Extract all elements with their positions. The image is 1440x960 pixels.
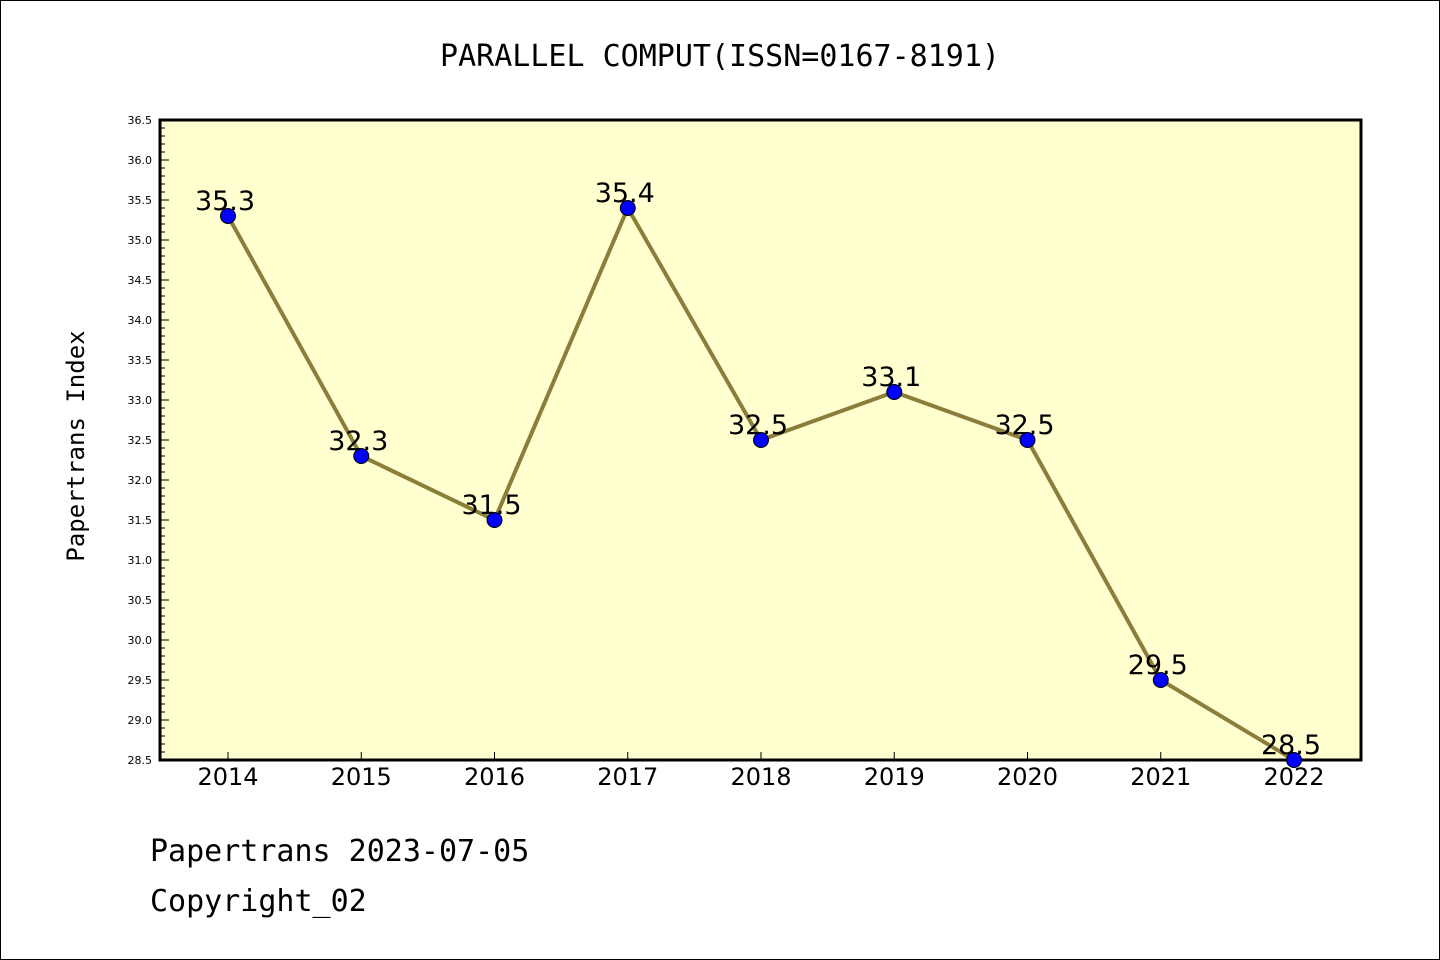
- x-tick-label: 2019: [864, 763, 925, 791]
- data-point: [220, 208, 236, 224]
- y-tick-label: 34.5: [128, 274, 153, 287]
- x-tick-label: 2016: [464, 763, 525, 791]
- y-tick-label: 28.5: [128, 754, 153, 767]
- data-label: 32.3: [328, 426, 388, 457]
- data-label: 35.3: [195, 186, 255, 217]
- data-label: 35.4: [595, 178, 655, 209]
- y-tick-label: 30.5: [128, 594, 153, 607]
- y-tick-label: 35.0: [128, 234, 153, 247]
- y-tick-label: 35.5: [128, 194, 153, 207]
- data-point: [1019, 432, 1036, 448]
- y-tick-label: 29.0: [128, 714, 153, 727]
- data-point: [753, 432, 769, 448]
- data-point: [486, 512, 503, 528]
- data-point: [1286, 752, 1302, 768]
- x-tick-label: 2020: [997, 763, 1058, 791]
- y-tick-label: 32.5: [128, 434, 153, 447]
- y-tick-label: 31.5: [128, 514, 153, 527]
- x-tick-label: 2021: [1130, 763, 1191, 791]
- y-tick-label: 33.5: [128, 354, 153, 367]
- y-axis: 28.5 29.0 29.5 30.0 30.5 31.0 31.5 32.0 32.5 33.0…: [128, 114, 169, 767]
- x-axis: 2014 2015 2016 2017 2018 2019 2020 2021 2022: [197, 752, 1325, 791]
- x-tick-label: 2017: [597, 763, 658, 791]
- y-tick-label: 30.0: [128, 634, 153, 647]
- y-tick-label: 31.0: [128, 554, 153, 567]
- x-tick-label: 2014: [197, 763, 258, 791]
- data-label: 33.1: [861, 362, 921, 393]
- y-tick-label: 32.0: [128, 474, 153, 487]
- y-tick-label: 29.5: [128, 674, 153, 687]
- footer-copyright: Copyright_02: [150, 884, 367, 919]
- data-label: 29.5: [1128, 650, 1188, 681]
- data-label: 32.5: [728, 410, 788, 441]
- data-label: 28.5: [1261, 730, 1321, 761]
- chart-title: PARALLEL COMPUT(ISSN=0167-8191): [440, 39, 1000, 74]
- x-tick-label: 2018: [730, 763, 791, 791]
- y-tick-label: 36.5: [128, 114, 153, 127]
- data-label: 32.5: [994, 410, 1054, 441]
- y-tick-label: 33.0: [128, 394, 153, 407]
- data-point: [619, 200, 636, 216]
- data-point: [886, 384, 903, 400]
- y-axis-label: Papertrans Index: [62, 330, 90, 561]
- series: 35.3 32.3 31.5 35.4 32.5 33.1 32.5 29.5 28.5: [195, 178, 1321, 768]
- footer-date: Papertrans 2023-07-05: [150, 834, 530, 869]
- data-point: [1152, 672, 1169, 688]
- data-point: [353, 448, 370, 464]
- y-tick-label: 34.0: [128, 314, 153, 327]
- data-label: 31.5: [461, 490, 521, 521]
- x-tick-label: 2015: [331, 763, 392, 791]
- y-tick-label: 36.0: [128, 154, 153, 167]
